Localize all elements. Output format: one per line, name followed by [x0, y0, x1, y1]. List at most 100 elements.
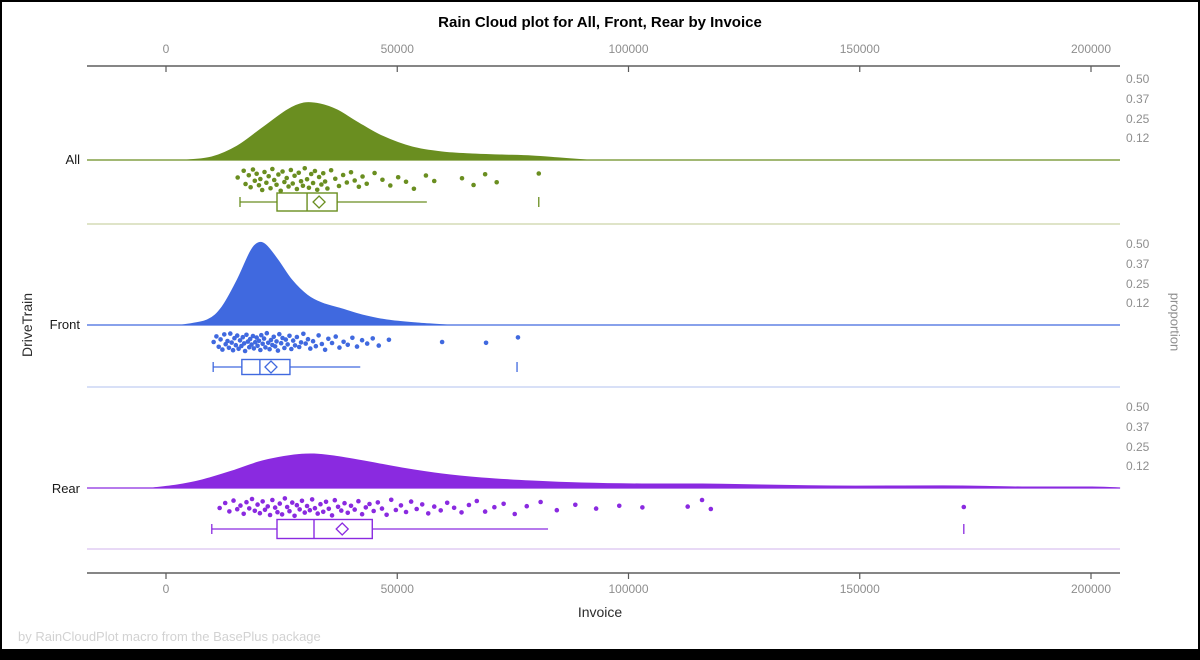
- scatter-point: [474, 498, 480, 504]
- scatter-point: [325, 186, 330, 191]
- scatter-point: [319, 341, 325, 347]
- group-label-front: Front: [49, 317, 80, 332]
- scatter-point: [371, 508, 376, 514]
- scatter-point: [304, 176, 310, 182]
- scatter-point: [254, 171, 259, 177]
- x-tick-label-top: 50000: [380, 42, 414, 56]
- scatter-point: [356, 498, 361, 504]
- scatter-point: [345, 510, 351, 516]
- scatter-point: [280, 169, 285, 174]
- scatter-point: [298, 340, 304, 345]
- x-tick-label-top: 100000: [608, 42, 649, 56]
- scatter-point: [294, 502, 300, 508]
- scatter-point: [360, 174, 365, 179]
- scatter-point: [289, 346, 294, 352]
- scatter-point: [234, 506, 240, 512]
- scatter-point: [250, 167, 256, 172]
- scatter-point: [312, 168, 318, 174]
- x-tick-label-top: 150000: [839, 42, 880, 56]
- scatter-point: [277, 331, 282, 337]
- scatter-point: [411, 186, 417, 192]
- scatter-point: [240, 334, 246, 340]
- scatter-point: [593, 506, 599, 511]
- scatter-point: [466, 502, 472, 508]
- scatter-point: [264, 330, 270, 336]
- scatter-point: [296, 170, 302, 176]
- scatter-point: [255, 502, 260, 507]
- scatter-point: [352, 178, 358, 183]
- scatter-point: [221, 332, 227, 337]
- scatter-point: [536, 171, 542, 176]
- scatter-point: [254, 335, 259, 340]
- scatter-point: [252, 178, 258, 184]
- scatter-point: [241, 511, 246, 517]
- scatter-point: [322, 179, 328, 184]
- scatter-point: [708, 506, 714, 512]
- scatter-point: [310, 180, 316, 186]
- scatter-point: [306, 185, 312, 191]
- scatter-point: [261, 336, 267, 341]
- scatter-point: [279, 512, 285, 517]
- scatter-point: [292, 343, 298, 348]
- group-label-all: All: [65, 152, 80, 167]
- scatter-point: [501, 501, 506, 507]
- scatter-point: [249, 496, 255, 502]
- scatter-point: [376, 343, 382, 348]
- x-tick-label-top: 0: [162, 42, 170, 56]
- scatter-point: [252, 508, 258, 514]
- scatter-point: [316, 333, 321, 338]
- scatter-point: [367, 501, 372, 507]
- scatter-point: [515, 335, 521, 340]
- scatter-point: [302, 165, 308, 171]
- scatter-point: [282, 345, 287, 351]
- scatter-point: [284, 504, 290, 510]
- x-tick-label-top: 200000: [1070, 42, 1112, 56]
- scatter-point: [307, 507, 313, 513]
- scatter-point: [303, 341, 308, 346]
- scatter-point: [220, 347, 225, 352]
- scatter-point: [247, 336, 253, 342]
- scatter-point: [524, 503, 530, 509]
- scatter-point: [961, 504, 967, 510]
- scatter-point: [431, 504, 437, 509]
- scatter-point: [301, 331, 306, 337]
- scatter-point: [277, 501, 283, 506]
- proportion-tick-label: 0.25: [1126, 277, 1150, 291]
- chart-title: Rain Cloud plot for All, Front, Rear by …: [438, 14, 762, 31]
- density-curve-rear: [152, 453, 1121, 489]
- scatter-point: [282, 496, 288, 501]
- scatter-point: [262, 169, 267, 175]
- scatter-point: [386, 337, 392, 343]
- x-tick-label-bottom: 150000: [839, 582, 880, 596]
- scatter-point: [251, 346, 257, 351]
- scatter-point: [230, 347, 236, 353]
- scatter-point: [471, 182, 476, 188]
- scatter-point: [364, 181, 370, 187]
- scatter-point: [350, 335, 355, 341]
- scatter-point: [425, 511, 431, 516]
- density-curve-front: [182, 241, 448, 326]
- scatter-point: [256, 182, 262, 188]
- scatter-point: [451, 505, 457, 511]
- proportion-tick-label: 0.50: [1126, 237, 1150, 251]
- scatter-point: [263, 345, 268, 350]
- proportion-tick-label: 0.37: [1126, 420, 1150, 434]
- scatter-point: [278, 188, 284, 194]
- scatter-point: [354, 344, 360, 349]
- scatter-point: [494, 179, 499, 185]
- scatter-point: [322, 347, 328, 353]
- scatter-point: [483, 340, 489, 346]
- scatter-point: [312, 505, 318, 511]
- scatter-point: [554, 507, 560, 513]
- scatter-point: [282, 179, 287, 185]
- scatter-point: [439, 339, 445, 345]
- scatter-point: [271, 177, 277, 183]
- scatter-point: [284, 175, 290, 181]
- scatter-point: [246, 172, 252, 178]
- scatter-point: [292, 173, 297, 179]
- scatter-point: [538, 499, 543, 505]
- proportion-tick-label: 0.37: [1126, 257, 1150, 271]
- mean-diamond: [335, 522, 350, 536]
- x-axis-title: Invoice: [577, 604, 623, 620]
- scatter-point: [310, 338, 316, 344]
